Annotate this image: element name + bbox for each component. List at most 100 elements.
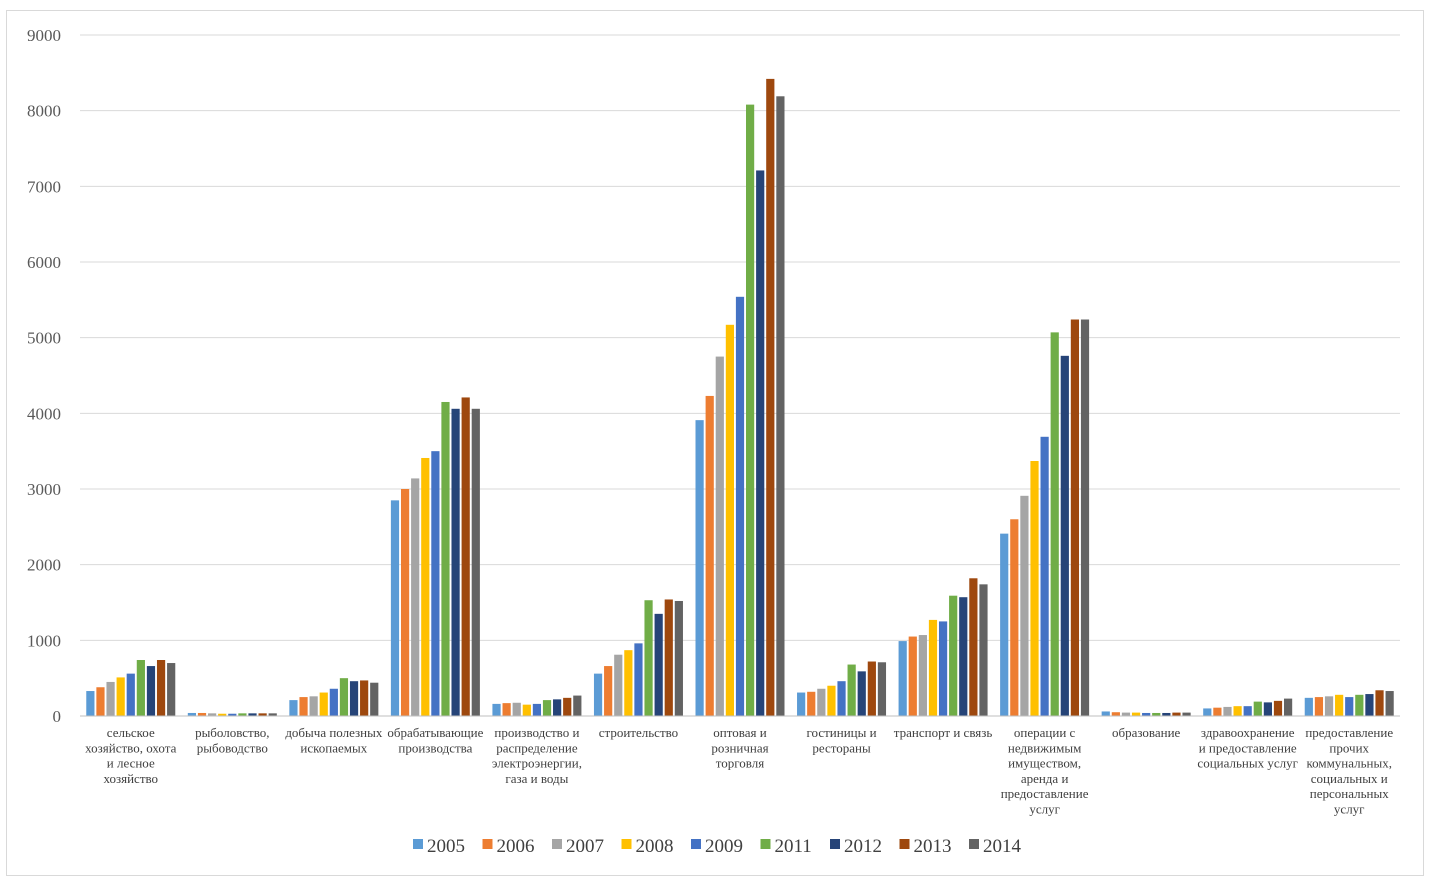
bar [1121, 712, 1131, 716]
bar [949, 595, 958, 716]
chart-frame [6, 10, 1424, 876]
bar [1365, 694, 1374, 716]
category-label-line: хозяйство, охота [85, 740, 176, 755]
category-label: добыча полезных ископаемых [285, 725, 383, 755]
bar [624, 650, 633, 716]
bar [1263, 702, 1272, 716]
legend-label: 2007 [566, 836, 604, 857]
category-label-line: услуг [1334, 802, 1365, 817]
category-labels: сельское хозяйство, охота и лесное хозяйств… [85, 725, 1393, 817]
category-label-line: распределение [496, 740, 578, 755]
bar [512, 702, 521, 716]
bar [502, 703, 511, 716]
category-label: обрабатывающие производства [387, 725, 483, 755]
bar [1243, 706, 1252, 716]
legend-label: 2014 [983, 836, 1022, 857]
bar [339, 678, 349, 716]
bar [329, 688, 338, 716]
legend-swatch [969, 839, 979, 849]
bar [1060, 355, 1069, 716]
bar [756, 170, 765, 716]
bar [136, 660, 145, 716]
bar [664, 599, 673, 716]
y-tick-label: 8000 [27, 102, 61, 121]
series-2013 [156, 78, 1384, 717]
category-label-line: аренда и [1021, 771, 1069, 786]
bar [1213, 707, 1222, 716]
legend-swatch [413, 839, 423, 849]
y-axis-ticks: 0 1000 2000 3000 4000 5000 6000 7000 8000 9000 [27, 26, 61, 726]
bar [319, 692, 328, 716]
y-tick-label: 0 [53, 707, 62, 726]
bar [1080, 319, 1090, 716]
legend-item: 2014 [969, 836, 1022, 857]
bar [441, 401, 450, 716]
bar [258, 713, 267, 716]
y-tick-label: 3000 [27, 480, 61, 499]
series-2012 [146, 170, 1374, 716]
category-label-line: сельское [107, 725, 155, 740]
bar [1335, 694, 1344, 716]
bar [1182, 712, 1191, 716]
bar [634, 643, 643, 716]
category-label-line: транспорт и связь [894, 725, 993, 740]
bar [86, 691, 95, 716]
bar [451, 408, 460, 716]
category-label: предоставление прочих коммунальных, социаль… [1305, 725, 1393, 817]
bar [1345, 697, 1354, 716]
bars [86, 78, 1394, 717]
bar [969, 578, 978, 716]
bar [1050, 332, 1059, 716]
bar [1203, 708, 1212, 716]
bar [542, 700, 552, 716]
legend: 2005 2006 2007 2008 2009 2011 2012 2013 2014 [413, 836, 1022, 857]
bar [1040, 436, 1049, 716]
bar [1314, 697, 1324, 716]
legend-label: 2006 [497, 836, 535, 857]
category-label-line: электроэнергии, [492, 756, 582, 771]
category-label-line: оптовая и [713, 725, 766, 740]
bar [766, 78, 775, 717]
series-2006 [96, 395, 1324, 716]
category-label: оптовая и розничная торговля [711, 725, 768, 771]
legend-label: 2005 [427, 836, 465, 857]
legend-swatch [899, 839, 910, 849]
bar [238, 713, 247, 716]
category-label: образование [1112, 725, 1181, 740]
bar [309, 696, 318, 716]
category-label-line: образование [1112, 725, 1181, 740]
bar [1131, 712, 1141, 716]
bar [431, 451, 440, 716]
y-tick-label: 6000 [27, 253, 61, 272]
series-2009 [126, 296, 1354, 716]
legend-item: 2005 [413, 836, 465, 857]
y-tick-label: 4000 [27, 404, 61, 423]
bar [156, 660, 166, 716]
bar [1162, 712, 1171, 716]
category-label-line: имуществом, [1008, 756, 1081, 771]
category-label: сельское хозяйство, охота и лесное хозяйств… [85, 725, 176, 786]
bar [563, 697, 572, 716]
legend-swatch [691, 839, 701, 849]
category-label: рыболовство, рыбоводство [195, 725, 269, 755]
bar [817, 688, 826, 716]
y-tick-label: 7000 [27, 177, 61, 196]
bar [360, 680, 369, 716]
bar [289, 700, 298, 716]
series-2014 [167, 96, 1394, 717]
bar [1030, 461, 1039, 716]
y-tick-label: 1000 [27, 631, 61, 650]
bar [715, 356, 724, 716]
category-label-line: коммунальных, [1306, 756, 1392, 771]
bar [522, 704, 531, 716]
legend-swatch [482, 839, 493, 849]
gridlines [80, 34, 1400, 641]
category-label-line: добыча полезных [285, 725, 383, 740]
legend-item: 2006 [482, 836, 535, 857]
series-2011 [136, 104, 1364, 716]
bar [654, 613, 663, 716]
bar [725, 324, 734, 716]
category-label-line: ископаемых [300, 740, 367, 755]
bar [908, 636, 917, 716]
bar [1172, 712, 1181, 716]
